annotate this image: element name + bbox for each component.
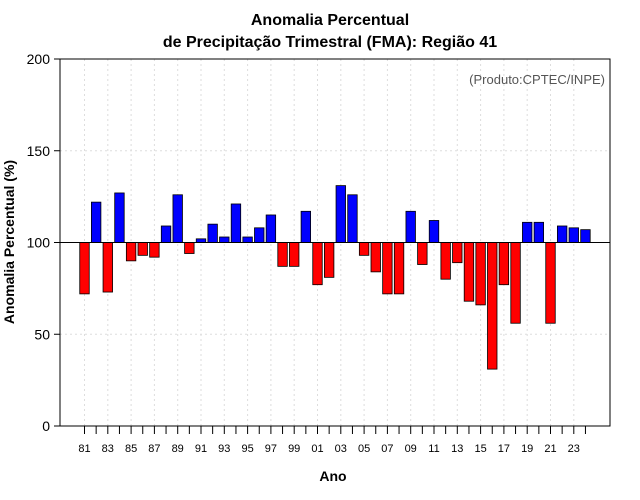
- x-tick-label: 81: [78, 443, 90, 455]
- x-tick-label: 89: [172, 443, 184, 455]
- x-tick-label: 85: [125, 443, 137, 455]
- bar-2013: [452, 242, 463, 264]
- bar-1988: [160, 225, 172, 243]
- bar-2015: [475, 242, 486, 306]
- bar-2006: [370, 242, 381, 273]
- bar-1999: [289, 242, 300, 267]
- bar-1994: [230, 203, 242, 243]
- bar-1997: [265, 214, 277, 243]
- grid: [60, 58, 610, 427]
- y-axis-label: Anomalia Percentual (%): [1, 160, 17, 324]
- x-tick-label: 87: [148, 443, 160, 455]
- chart-title-line1: Anomalia Percentual: [251, 12, 409, 29]
- bar-2023: [568, 227, 579, 243]
- y-tick-label: 50: [34, 326, 50, 342]
- bar-2008: [393, 242, 405, 295]
- chart-title-line2: de Precipitação Trimestral (FMA): Região…: [163, 34, 497, 51]
- x-tick-label: 99: [288, 443, 300, 455]
- bar-1989: [172, 194, 183, 243]
- x-axis-label: Ano: [319, 468, 346, 484]
- bar-1993: [219, 236, 230, 243]
- y-tick-label: 200: [27, 51, 51, 67]
- bar-2010: [417, 242, 428, 265]
- x-tick-label: 11: [428, 443, 439, 455]
- bar-2003: [335, 185, 346, 243]
- bar-2020: [533, 221, 544, 243]
- bars: [79, 185, 591, 370]
- x-tick-label: 93: [218, 443, 230, 455]
- credit-text: (Produto:CPTEC/INPE): [469, 72, 605, 87]
- x-tick-label: 21: [544, 443, 556, 455]
- x-tick-label: 09: [405, 443, 417, 455]
- bar-1998: [277, 242, 288, 267]
- bar-1984: [114, 192, 125, 243]
- x-axis: 81 83 85 87 89 91 93 95 97 99 01 03 05 07 09 11 13 15 17 19…: [78, 426, 586, 455]
- bar-2012: [440, 242, 451, 280]
- y-axis: 0 50 100 150 200: [27, 51, 60, 434]
- x-tick-label: 91: [195, 443, 207, 455]
- bar-1982: [91, 201, 102, 243]
- x-tick-label: 15: [474, 443, 486, 455]
- x-tick-label: 13: [451, 443, 463, 455]
- bar-2007: [382, 242, 393, 295]
- y-tick-label: 100: [27, 235, 51, 251]
- bar-1986: [137, 242, 148, 256]
- x-tick-label: 97: [265, 443, 277, 455]
- bar-2009: [405, 210, 416, 243]
- bar-2011: [428, 220, 440, 243]
- x-tick-label: 03: [335, 443, 347, 455]
- bar-2004: [347, 194, 358, 243]
- bar-1991: [195, 238, 207, 243]
- x-tick-label: 01: [311, 443, 323, 455]
- x-tick-label: 05: [358, 443, 370, 455]
- bar-1983: [102, 242, 113, 293]
- bar-2022: [557, 225, 568, 243]
- bar-2001: [312, 242, 323, 286]
- bar-2016: [487, 242, 498, 370]
- bar-1996: [254, 227, 265, 243]
- bar-2014: [463, 242, 475, 302]
- bar-2024: [580, 229, 591, 243]
- bar-1995: [242, 236, 253, 243]
- x-tick-label: 07: [381, 443, 393, 455]
- bar-2005: [358, 242, 370, 256]
- x-tick-label: 83: [102, 443, 114, 455]
- x-tick-label: 95: [241, 443, 253, 455]
- bar-1985: [125, 242, 137, 262]
- bar-2021: [545, 242, 556, 324]
- y-tick-label: 0: [42, 418, 50, 434]
- bar-2002: [323, 242, 335, 278]
- x-tick-label: 19: [521, 443, 533, 455]
- bar-1992: [207, 223, 218, 243]
- bar-2018: [510, 242, 521, 324]
- bar-1990: [184, 242, 195, 254]
- bar-2000: [300, 210, 312, 243]
- bar-2017: [498, 242, 510, 286]
- bar-1987: [149, 242, 160, 258]
- y-tick-label: 150: [27, 143, 51, 159]
- bar-1981: [79, 242, 90, 295]
- x-tick-label: 17: [498, 443, 510, 455]
- bar-2019: [522, 221, 533, 243]
- x-tick-label: 23: [568, 443, 580, 455]
